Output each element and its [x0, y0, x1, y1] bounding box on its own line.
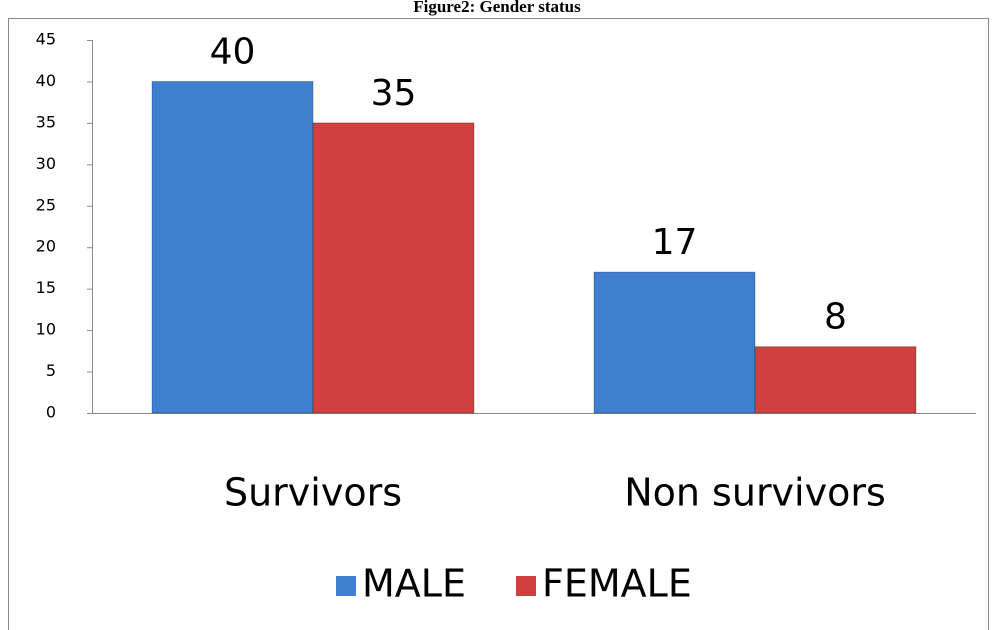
x-tick-label: Non survivors — [624, 471, 886, 515]
y-tick-label: 20 — [36, 237, 56, 256]
bar — [312, 122, 475, 414]
y-tick-label: 15 — [36, 278, 56, 297]
y-tick-label: 25 — [36, 195, 56, 214]
y-tick-label: 5 — [46, 361, 56, 380]
y-tick-label: 40 — [36, 71, 56, 90]
bar — [593, 271, 756, 414]
value-label: 35 — [371, 73, 417, 114]
y-tick-label: 45 — [36, 30, 56, 49]
legend-label: FEMALE — [542, 562, 692, 606]
value-label: 40 — [210, 31, 256, 72]
legend-label: MALE — [362, 562, 466, 606]
legend-swatch — [516, 576, 536, 596]
bar — [151, 80, 314, 414]
y-tick-label: 30 — [36, 154, 56, 173]
chart-title: Figure2: Gender status — [413, 0, 581, 16]
y-tick-label: 0 — [46, 403, 56, 422]
x-tick-label: Survivors — [224, 471, 402, 515]
bar — [754, 346, 917, 414]
legend-swatch — [336, 576, 356, 596]
y-tick-label: 35 — [36, 112, 56, 131]
value-label: 8 — [824, 297, 847, 338]
value-label: 17 — [652, 222, 698, 263]
y-tick-label: 10 — [36, 320, 56, 339]
